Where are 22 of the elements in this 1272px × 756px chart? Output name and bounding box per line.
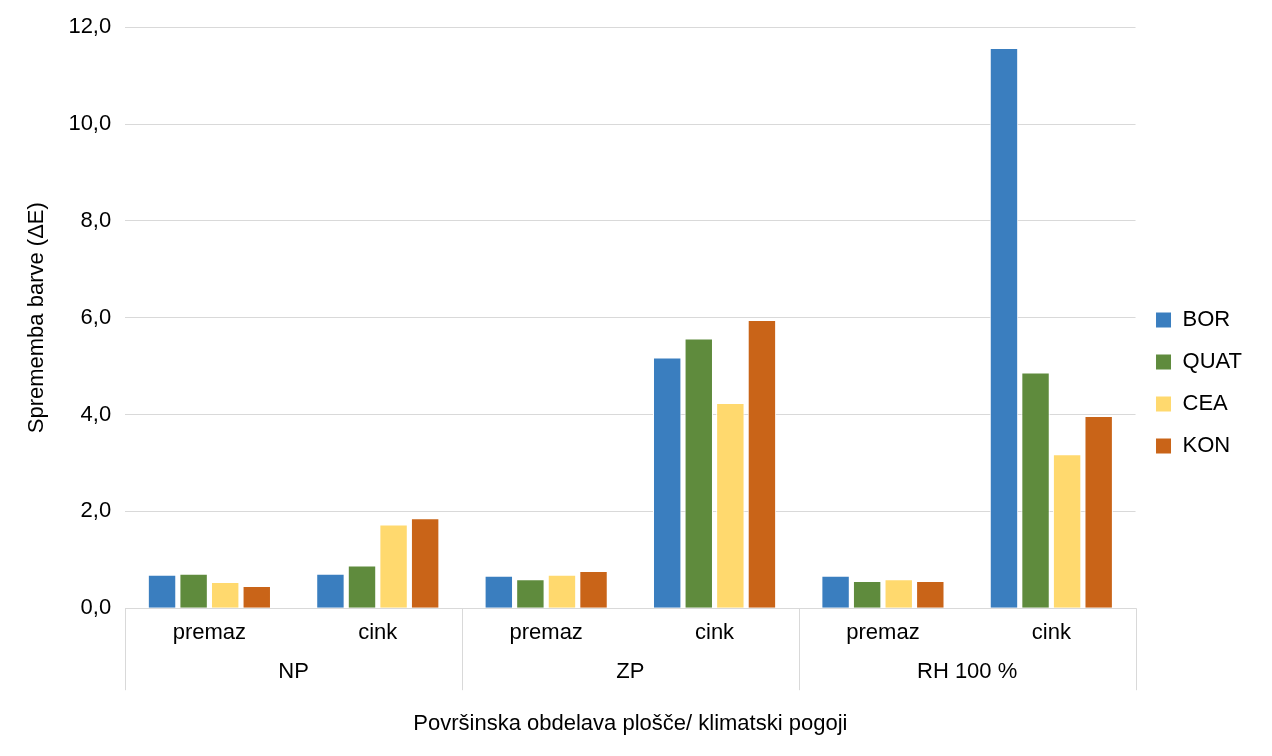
legend-label: BOR xyxy=(1182,306,1231,332)
y-tick-label: 8,0 xyxy=(80,206,112,232)
legend-label: QUAT xyxy=(1182,348,1242,374)
x-tick-label: cink xyxy=(1031,619,1072,645)
legend-label: KON xyxy=(1182,432,1231,458)
x-axis-title: Površinska obdelava plošče/ klimatski pogoji xyxy=(413,709,848,735)
y-tick-label: 4,0 xyxy=(80,400,112,426)
x-tick-label: cink xyxy=(358,619,399,645)
text: NP xyxy=(278,658,309,684)
text: RH 100 % xyxy=(917,658,1018,684)
x-tick-label: premaz xyxy=(846,619,920,645)
y-tick-label: 2,0 xyxy=(80,497,112,523)
x-tick-label: premaz xyxy=(509,619,583,645)
y-tick-label: 12,0 xyxy=(68,13,112,39)
text: ZP xyxy=(616,658,645,684)
y-tick-label: 0,0 xyxy=(80,594,112,620)
y-axis-title: Sprememba barve (ΔE) xyxy=(23,202,49,434)
legend-label: CEA xyxy=(1182,390,1229,416)
x-tick-label: premaz xyxy=(172,619,247,645)
x-tick-label: cink xyxy=(695,619,736,645)
y-tick-label: 10,0 xyxy=(68,110,112,136)
y-tick-label: 6,0 xyxy=(80,303,112,329)
